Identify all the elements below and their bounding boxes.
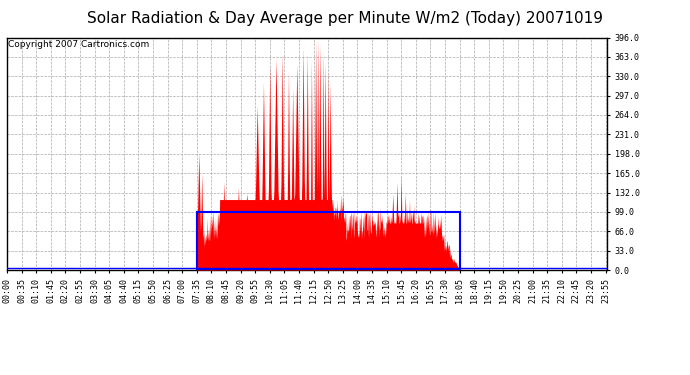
Text: Copyright 2007 Cartronics.com: Copyright 2007 Cartronics.com bbox=[8, 40, 149, 49]
Bar bbox=[197, 212, 460, 270]
Text: Solar Radiation & Day Average per Minute W/m2 (Today) 20071019: Solar Radiation & Day Average per Minute… bbox=[87, 11, 603, 26]
